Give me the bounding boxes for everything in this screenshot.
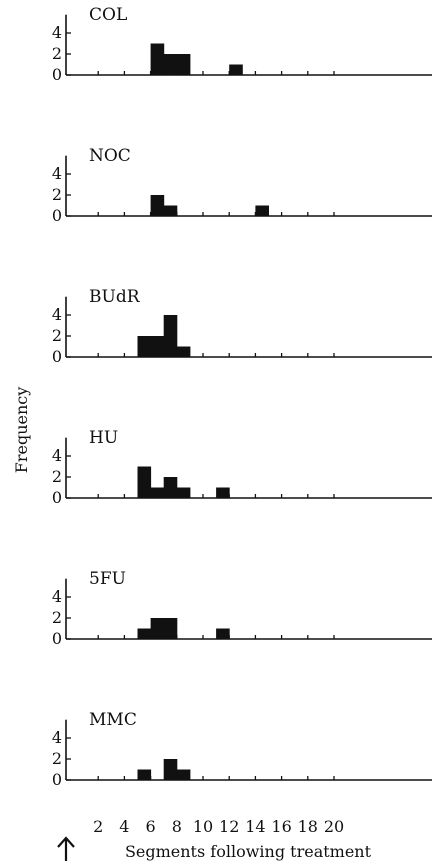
histogram-bar bbox=[229, 64, 243, 75]
histogram-bar bbox=[216, 487, 230, 498]
x-tick-label: 14 bbox=[245, 817, 265, 836]
x-tick-label: 2 bbox=[93, 817, 103, 836]
histogram-bar bbox=[163, 759, 178, 780]
histogram-bar bbox=[137, 628, 152, 639]
panel-mmc: 0 2 4 MMC bbox=[52, 710, 432, 789]
panel-label: BUdR bbox=[89, 287, 141, 307]
histogram-bar bbox=[137, 336, 152, 357]
panel-hu: 0 2 4 HU bbox=[52, 428, 432, 507]
histogram-bar bbox=[255, 205, 269, 216]
y-tick-label: 2 bbox=[52, 44, 62, 63]
panel-label: 5FU bbox=[89, 569, 126, 589]
y-tick-label: 4 bbox=[52, 728, 62, 747]
histogram-bar bbox=[176, 346, 191, 357]
y-tick-label: 4 bbox=[52, 23, 62, 42]
histogram-bar bbox=[163, 315, 178, 357]
histogram-bar bbox=[163, 477, 178, 498]
panel-budr: 0 2 4 BUdR bbox=[52, 287, 432, 366]
histogram-bar bbox=[176, 487, 191, 498]
histogram-bar bbox=[176, 769, 191, 780]
y-tick-label: 2 bbox=[52, 608, 62, 627]
x-tick-label: 4 bbox=[119, 817, 129, 836]
x-tick-labels: 2 4 6 8 10 12 14 16 18 20 bbox=[93, 817, 344, 836]
panel-col: 0 2 4 COL bbox=[52, 5, 432, 84]
y-axis-title: Frequency bbox=[12, 387, 31, 474]
y-tick-label: 0 bbox=[52, 206, 62, 225]
y-tick-label: 2 bbox=[52, 749, 62, 768]
y-tick-label: 0 bbox=[52, 488, 62, 507]
x-tick-label: 16 bbox=[271, 817, 291, 836]
panel-5fu: 0 2 4 5FU bbox=[52, 569, 432, 648]
y-tick-label: 0 bbox=[52, 770, 62, 789]
histogram-bar bbox=[163, 205, 178, 216]
x-tick-label: 18 bbox=[298, 817, 318, 836]
x-tick-label: 20 bbox=[324, 817, 344, 836]
y-tick-label: 4 bbox=[52, 305, 62, 324]
panel-label: COL bbox=[89, 5, 127, 25]
y-tick-label: 2 bbox=[52, 326, 62, 345]
x-tick-label: 12 bbox=[219, 817, 239, 836]
histogram-bar bbox=[176, 54, 191, 75]
panel-label: HU bbox=[89, 428, 118, 448]
y-tick-label: 4 bbox=[52, 587, 62, 606]
histogram-bar bbox=[150, 336, 165, 357]
y-tick-label: 0 bbox=[52, 629, 62, 648]
panel-label: MMC bbox=[89, 710, 137, 730]
histogram-bar bbox=[137, 769, 152, 780]
histogram-bar bbox=[163, 54, 178, 75]
histogram-bar bbox=[150, 487, 165, 498]
y-tick-label: 0 bbox=[52, 347, 62, 366]
x-tick-label: 6 bbox=[146, 817, 156, 836]
y-tick-label: 4 bbox=[52, 446, 62, 465]
histogram-bar bbox=[150, 195, 165, 216]
up-arrow-icon bbox=[57, 836, 75, 861]
y-tick-label: 2 bbox=[52, 185, 62, 204]
y-tick-label: 0 bbox=[52, 65, 62, 84]
histogram-bar bbox=[137, 466, 152, 498]
panel-noc: 0 2 4 NOC bbox=[52, 146, 432, 225]
histogram-bar bbox=[150, 618, 165, 639]
y-tick-label: 4 bbox=[52, 164, 62, 183]
histogram-bar bbox=[150, 43, 165, 75]
panel-label: NOC bbox=[89, 146, 131, 166]
y-tick-label: 2 bbox=[52, 467, 62, 486]
histogram-bar bbox=[216, 628, 230, 639]
x-tick-label: 10 bbox=[193, 817, 213, 836]
histogram-panels: 0 2 4 COL 0 2 4 NOC 0 2 4 BUdR 0 2 4 HU 0 2 4 5FU 0 2 4 MMC bbox=[52, 5, 432, 789]
x-tick-label: 8 bbox=[172, 817, 182, 836]
x-axis-title: Segments following treatment bbox=[125, 842, 372, 861]
histogram-bar bbox=[163, 618, 178, 639]
